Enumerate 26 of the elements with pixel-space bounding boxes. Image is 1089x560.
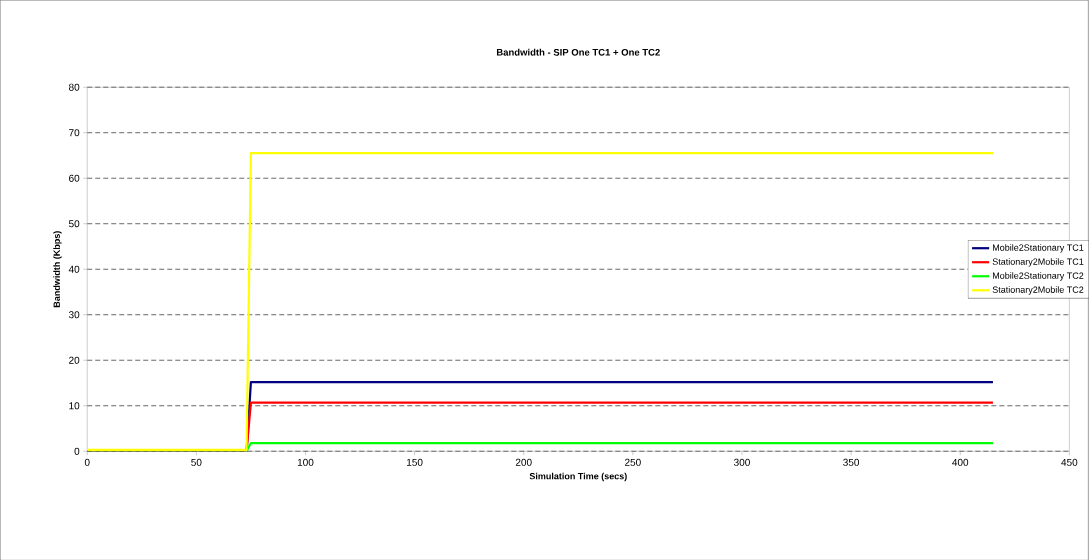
x-tick-label: 150 [407,458,423,466]
x-tick-label: 400 [952,458,969,466]
y-tick-label: 70 [69,128,80,137]
y-tick-label: 60 [69,174,80,182]
y-tick-label: 20 [69,356,80,364]
x-tick-label: 200 [515,458,532,466]
y-tick-label: 30 [68,310,80,319]
y-tick-label: 0 [74,447,80,455]
x-tick-label: 0 [84,458,90,466]
x-tick-label: 100 [297,458,314,466]
y-axis-title: Bandwidth (Kbps) [53,230,62,307]
legend-label: Stationary2Mobile TC2 [992,286,1084,295]
legend-label: Stationary2Mobile TC1 [992,257,1084,267]
x-tick-label: 50 [191,458,202,466]
legend-label: Mobile2Stationary TC1 [992,243,1084,253]
y-tick-label: 40 [68,265,80,273]
x-tick-label: 300 [734,458,750,466]
y-tick-label: 50 [68,219,80,228]
x-tick-label: 350 [843,458,860,466]
x-tick-label: 450 [1061,458,1078,466]
x-tick-label: 250 [625,458,641,466]
y-tick-label: 10 [69,401,80,410]
legend-label: Mobile2Stationary TC2 [992,272,1084,281]
y-tick-label: 80 [69,83,80,91]
x-axis-title: Simulation Time (secs) [529,472,627,481]
chart-title: Bandwidth - SIP One TC1 + One TC2 [496,48,660,56]
